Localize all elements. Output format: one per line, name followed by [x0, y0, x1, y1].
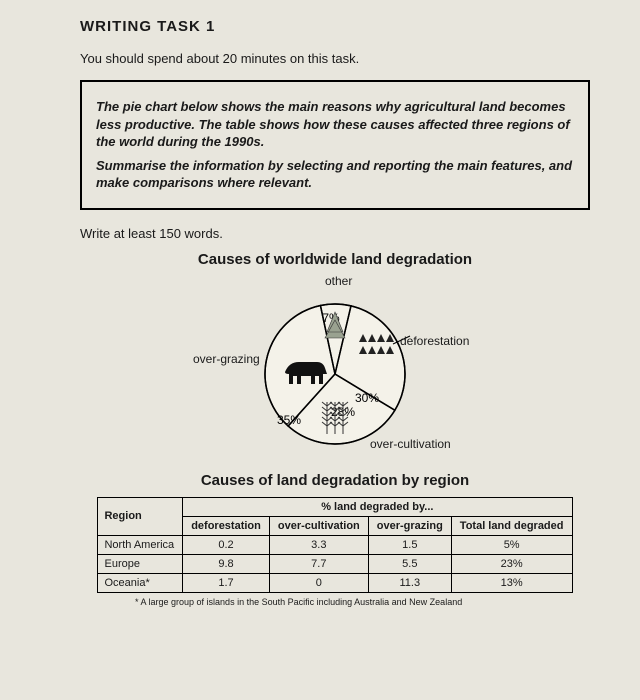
- col-header-overgrazing: over-grazing: [368, 516, 451, 535]
- region-table: Region % land degraded by... deforestati…: [97, 497, 572, 593]
- cell: 1.7: [183, 573, 270, 592]
- table-row: Europe 9.8 7.7 5.5 23%: [98, 554, 572, 573]
- cell: 13%: [451, 573, 572, 592]
- cell: 5.5: [368, 554, 451, 573]
- task-heading: WRITING TASK 1: [80, 18, 590, 35]
- cell: 7.7: [269, 554, 368, 573]
- col-header-group: % land degraded by...: [183, 497, 572, 516]
- table-title: Causes of land degradation by region: [80, 472, 590, 489]
- table-row: Oceania* 1.7 0 11.3 13%: [98, 573, 572, 592]
- col-header-total: Total land degraded: [451, 516, 572, 535]
- prompt-paragraph-2: Summarise the information by selecting a…: [96, 157, 574, 192]
- cell: 5%: [451, 535, 572, 554]
- pie-label-overcultivation: over-cultivation: [370, 437, 451, 451]
- prompt-box: The pie chart below shows the main reaso…: [80, 80, 590, 210]
- pie-label-deforestation: deforestation: [400, 334, 469, 348]
- cell: 0.2: [183, 535, 270, 554]
- cell-region: Europe: [98, 554, 183, 573]
- col-header-deforestation: deforestation: [183, 516, 270, 535]
- pie-label-overgrazing: over-grazing: [193, 352, 260, 366]
- table-row: North America 0.2 3.3 1.5 5%: [98, 535, 572, 554]
- footnote: * A large group of islands in the South …: [135, 597, 535, 607]
- pie-chart-title: Causes of worldwide land degradation: [80, 251, 590, 268]
- cell: 23%: [451, 554, 572, 573]
- cell-region: North America: [98, 535, 183, 554]
- col-header-overcultivation: over-cultivation: [269, 516, 368, 535]
- prompt-paragraph-1: The pie chart below shows the main reaso…: [96, 98, 574, 151]
- pie-label-other: other: [325, 274, 352, 288]
- svg-text:35%: 35%: [277, 413, 301, 427]
- word-count-instruction: Write at least 150 words.: [80, 226, 590, 241]
- cell: 11.3: [368, 573, 451, 592]
- col-header-region: Region: [98, 497, 183, 535]
- intro-text: You should spend about 20 minutes on thi…: [80, 51, 590, 66]
- chart-section: Causes of worldwide land degradation 7%3…: [80, 251, 590, 607]
- pie-chart: 7%30%28%35% other deforestation over-cul…: [215, 274, 455, 464]
- cell: 3.3: [269, 535, 368, 554]
- cell: 9.8: [183, 554, 270, 573]
- cell: 1.5: [368, 535, 451, 554]
- cell: 0: [269, 573, 368, 592]
- cell-region: Oceania*: [98, 573, 183, 592]
